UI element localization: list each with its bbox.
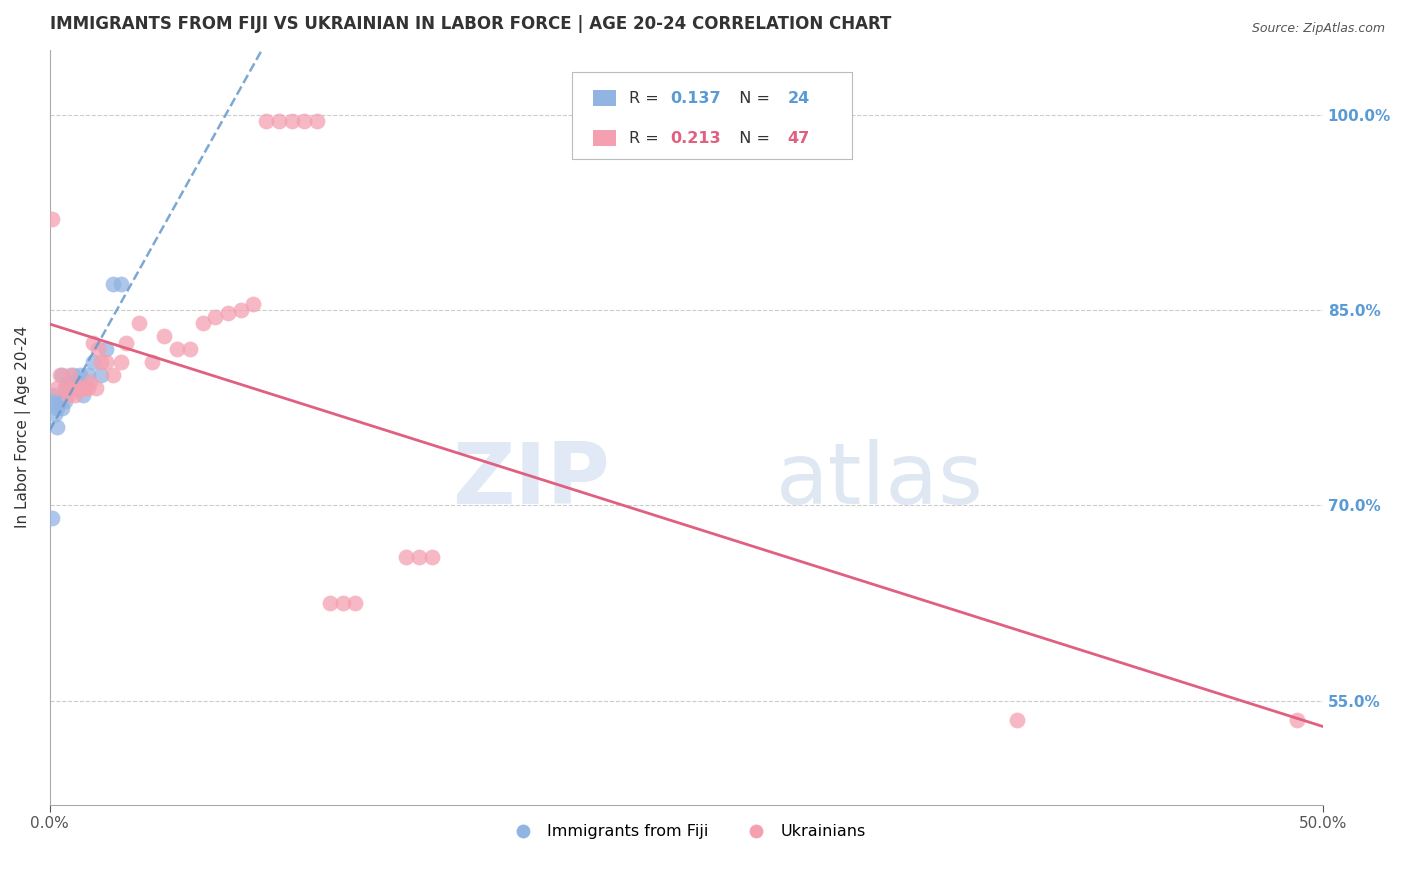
- Point: [56, 375, 79, 389]
- Point: [229, 303, 252, 318]
- Point: [103, 277, 125, 291]
- Point: [53, 394, 76, 409]
- Point: [319, 596, 342, 610]
- Point: [395, 550, 418, 565]
- Point: [44, 407, 66, 421]
- Text: 47: 47: [787, 130, 810, 145]
- FancyBboxPatch shape: [593, 130, 616, 146]
- FancyBboxPatch shape: [593, 90, 616, 106]
- Point: [1286, 713, 1309, 727]
- Point: [59, 368, 82, 383]
- Point: [242, 296, 264, 310]
- Point: [59, 381, 82, 395]
- Text: N =: N =: [730, 130, 775, 145]
- Point: [53, 381, 76, 395]
- Point: [191, 316, 214, 330]
- Point: [217, 306, 239, 320]
- Point: [75, 381, 97, 395]
- Point: [49, 394, 72, 409]
- Point: [79, 375, 101, 389]
- Point: [204, 310, 226, 324]
- Point: [332, 596, 354, 610]
- Point: [254, 114, 277, 128]
- Text: Source: ZipAtlas.com: Source: ZipAtlas.com: [1251, 22, 1385, 36]
- Point: [72, 388, 94, 402]
- Text: R =: R =: [628, 91, 664, 105]
- Point: [1007, 713, 1029, 727]
- Text: N =: N =: [730, 91, 775, 105]
- Point: [46, 381, 69, 395]
- Legend: Immigrants from Fiji, Ukrainians: Immigrants from Fiji, Ukrainians: [501, 818, 872, 846]
- Text: R =: R =: [628, 130, 664, 145]
- Point: [49, 368, 72, 383]
- Point: [46, 420, 69, 434]
- Point: [115, 335, 138, 350]
- Text: 24: 24: [787, 91, 810, 105]
- Point: [87, 342, 110, 356]
- Point: [66, 381, 89, 395]
- Point: [166, 342, 188, 356]
- Point: [51, 401, 73, 415]
- Point: [59, 381, 82, 395]
- Point: [77, 381, 100, 395]
- Point: [41, 212, 63, 227]
- Point: [41, 511, 63, 525]
- Point: [72, 381, 94, 395]
- Point: [94, 342, 117, 356]
- FancyBboxPatch shape: [572, 72, 852, 160]
- Point: [56, 388, 79, 402]
- Point: [77, 368, 100, 383]
- Point: [128, 316, 150, 330]
- Point: [94, 355, 117, 369]
- Point: [179, 342, 201, 356]
- Point: [53, 381, 76, 395]
- Point: [82, 355, 104, 369]
- Point: [110, 355, 132, 369]
- Point: [62, 381, 84, 395]
- Point: [267, 114, 290, 128]
- Text: 0.213: 0.213: [671, 130, 721, 145]
- Text: IMMIGRANTS FROM FIJI VS UKRAINIAN IN LABOR FORCE | AGE 20-24 CORRELATION CHART: IMMIGRANTS FROM FIJI VS UKRAINIAN IN LAB…: [49, 15, 891, 33]
- Point: [41, 388, 63, 402]
- Point: [103, 368, 125, 383]
- Point: [63, 381, 86, 395]
- Point: [46, 401, 69, 415]
- Point: [84, 381, 107, 395]
- Text: 0.137: 0.137: [671, 91, 721, 105]
- Text: ZIP: ZIP: [453, 439, 610, 522]
- Point: [82, 335, 104, 350]
- Point: [44, 394, 66, 409]
- Point: [51, 368, 73, 383]
- Point: [90, 368, 112, 383]
- Point: [408, 550, 430, 565]
- Point: [153, 329, 176, 343]
- Point: [63, 388, 86, 402]
- Point: [90, 355, 112, 369]
- Point: [110, 277, 132, 291]
- Point: [69, 368, 91, 383]
- Point: [66, 375, 89, 389]
- Point: [69, 381, 91, 395]
- Text: atlas: atlas: [776, 439, 983, 522]
- Point: [307, 114, 329, 128]
- Point: [344, 596, 367, 610]
- Point: [141, 355, 163, 369]
- Point: [62, 368, 84, 383]
- Point: [280, 114, 302, 128]
- Y-axis label: In Labor Force | Age 20-24: In Labor Force | Age 20-24: [15, 326, 31, 528]
- Point: [420, 550, 443, 565]
- Point: [292, 114, 315, 128]
